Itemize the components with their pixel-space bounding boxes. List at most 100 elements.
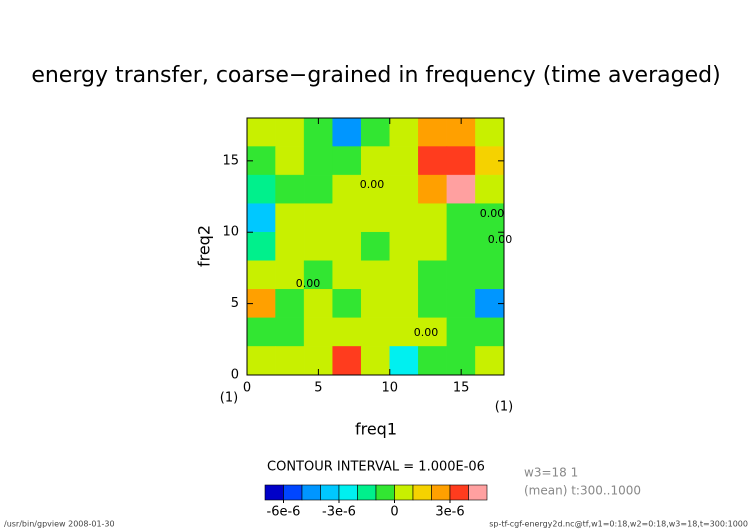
contour-cell <box>275 174 305 204</box>
colorbar-box <box>468 484 488 501</box>
contour-cell <box>389 289 419 319</box>
footer-left: /usr/bin/gpview 2008-01-30 <box>4 520 115 529</box>
contour-cell <box>332 174 362 204</box>
contour-cell <box>246 317 276 347</box>
contour-cell <box>389 117 419 147</box>
contour-cell <box>303 174 333 204</box>
contour-cell <box>418 174 448 204</box>
contour-cell <box>446 174 476 204</box>
contour-label: 0.00 <box>480 207 505 220</box>
contour-cell <box>332 289 362 319</box>
contour-cell <box>475 117 505 147</box>
contour-cell <box>275 346 305 376</box>
y-tick-label: 10 <box>222 225 239 240</box>
contour-cell <box>446 231 476 262</box>
contour-cell <box>389 203 419 233</box>
contour-cell <box>360 317 391 347</box>
colorbar-box <box>320 484 340 501</box>
contour-cell <box>446 289 476 319</box>
contour-cell <box>246 346 276 376</box>
contour-cell <box>246 260 276 290</box>
contour-cell <box>360 289 391 319</box>
contour-cell <box>389 346 419 376</box>
contour-cell <box>418 346 448 376</box>
colorbar-box <box>264 484 284 501</box>
colorbar-box <box>412 484 432 501</box>
contour-cell <box>475 203 505 233</box>
contour-cell <box>360 203 391 233</box>
x-axis-label: freq1 <box>355 420 397 439</box>
contour-label: 0.00 <box>296 277 321 290</box>
colorbar-tick-label: 3e-6 <box>435 505 464 520</box>
contour-cell <box>389 317 419 347</box>
x-tick-label: 5 <box>314 381 322 396</box>
contour-cell <box>275 317 305 347</box>
x-unit: (1) <box>495 400 513 415</box>
contour-cell <box>303 203 333 233</box>
contour-cell <box>475 346 505 376</box>
contour-cell <box>360 146 391 176</box>
contour-cell <box>303 231 333 262</box>
contour-cell <box>275 117 305 147</box>
contour-cell <box>246 231 276 262</box>
contour-cell <box>303 317 333 347</box>
x-tick-label: 0 <box>243 381 251 396</box>
contour-cell <box>360 346 391 376</box>
y-tick-label: 0 <box>231 368 239 383</box>
contour-cell <box>446 203 476 233</box>
colorbar-box <box>357 484 377 501</box>
info-line: (mean) t:300..1000 <box>524 484 641 498</box>
plot-frame <box>246 117 505 376</box>
contour-cell <box>446 260 476 290</box>
contour-cell <box>332 346 362 376</box>
contour-cell <box>418 117 448 147</box>
y-tick-label: 5 <box>231 296 239 311</box>
contour-cell <box>303 289 333 319</box>
chart-title: energy transfer, coarse−grained in frequ… <box>31 63 720 88</box>
y-axis-label: freq2 <box>195 225 214 267</box>
contour-cell <box>446 146 476 176</box>
footer-right: sp-tf-cgf-energy2d.nc@tf,w1=0:18,w2=0:18… <box>489 520 748 529</box>
colorbar-tick-label: -3e-6 <box>322 505 356 520</box>
colorbar-box <box>338 484 358 501</box>
contour-cell <box>360 260 391 290</box>
contour-cell <box>275 260 305 290</box>
contour-cell <box>475 317 505 347</box>
contour-cell <box>389 260 419 290</box>
x-tick-label: 10 <box>382 381 399 396</box>
contour-interval: CONTOUR INTERVAL = 1.000E-06 <box>267 460 485 475</box>
contour-cell <box>275 146 305 176</box>
colorbar-tick-label: 0 <box>390 505 398 520</box>
contour-cell <box>332 117 362 147</box>
contour-label: 0.00 <box>360 178 385 191</box>
contour-cell <box>332 317 362 347</box>
colorbar-box <box>431 484 451 501</box>
x-tick-label: 15 <box>453 381 470 396</box>
y-unit: (1) <box>220 391 238 406</box>
contour-cell <box>418 203 448 233</box>
contour-cell <box>418 231 448 262</box>
colorbar-box <box>301 484 321 501</box>
contour-cell <box>418 146 448 176</box>
contour-cell <box>389 146 419 176</box>
contour-cell <box>275 289 305 319</box>
info-line: w3=18 1 <box>524 466 578 480</box>
contour-cell <box>475 174 505 204</box>
colorbar-box <box>375 484 395 501</box>
contour-cell <box>332 146 362 176</box>
contour-cell <box>389 174 419 204</box>
contour-cell <box>389 231 419 262</box>
contour-label: 0.00 <box>414 326 439 339</box>
contour-cell <box>332 260 362 290</box>
contour-cell <box>418 289 448 319</box>
colorbar-tick-label: -6e-6 <box>267 505 301 520</box>
contour-cell <box>303 146 333 176</box>
contour-cell <box>332 231 362 262</box>
colorbar-box <box>449 484 469 501</box>
contour-cell <box>332 203 362 233</box>
contour-cell <box>446 317 476 347</box>
colorbar-box <box>394 484 414 501</box>
contour-cell <box>360 231 391 262</box>
contour-cell <box>246 174 276 204</box>
